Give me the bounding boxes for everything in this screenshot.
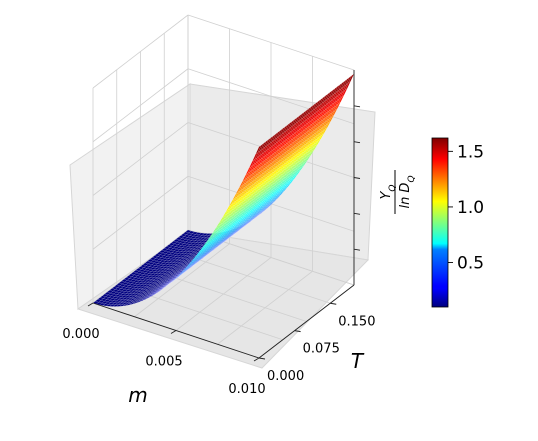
colorbar — [431, 137, 449, 308]
x-axis-label: m — [128, 383, 147, 407]
svg-text:YQ: YQ — [379, 184, 398, 199]
y-axis-label: T — [351, 349, 365, 373]
y-tick-mark — [330, 302, 337, 305]
z-ticks — [353, 105, 361, 251]
y-tick-label: 0.000 — [267, 369, 304, 384]
x-ticks: 0.000 0.005 0.010 — [62, 302, 266, 397]
x-tick-label: 0.000 — [62, 327, 99, 342]
y-tick-mark — [294, 330, 301, 333]
z-tick-mark — [353, 248, 361, 251]
x-tick-label: 0.010 — [228, 382, 265, 397]
y-axis-line — [258, 284, 355, 359]
x-tick-label: 0.005 — [145, 355, 182, 370]
y-ticks: 0.000 0.075 0.150 — [258, 302, 375, 384]
z-label-denominator-sub: Q — [407, 175, 417, 182]
x-tick-mark — [87, 302, 94, 307]
z-label-numerator: Y — [379, 191, 394, 200]
colorbar-tick-label: 0.5 — [457, 254, 484, 274]
colorbar-ticks: 0.5 1.0 1.5 — [448, 142, 484, 274]
z-tick-mark — [353, 177, 361, 179]
y-tick-label: 0.150 — [338, 314, 375, 329]
y-tick-label: 0.075 — [303, 342, 340, 357]
x-tick-mark — [170, 330, 177, 334]
svg-text:ln DQ: ln DQ — [398, 175, 417, 208]
x-tick-mark — [253, 357, 260, 362]
z-label-numerator-sub: Q — [388, 184, 398, 191]
z-tick-mark — [353, 105, 361, 108]
z-tick-mark — [353, 141, 361, 144]
colorbar-tick-label: 1.5 — [457, 142, 484, 162]
z-axis-label: YQ ln DQ — [379, 170, 417, 214]
colorbar-tick-label: 1.0 — [457, 198, 484, 218]
y-tick-mark — [258, 357, 266, 360]
z-tick-mark — [353, 212, 361, 215]
z-label-denominator: ln D — [398, 183, 413, 209]
surface-mesh — [92, 73, 355, 307]
